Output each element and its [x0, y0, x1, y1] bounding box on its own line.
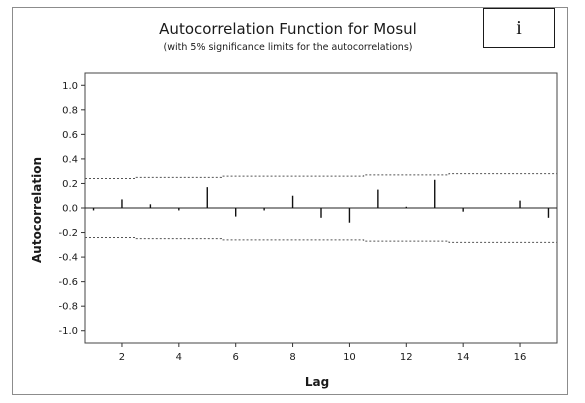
x-tick-label: 12 — [400, 352, 413, 363]
chart-frame — [12, 7, 568, 395]
x-tick-label: 2 — [119, 352, 125, 363]
x-tick-label: 8 — [289, 352, 295, 363]
y-axis-label: Autocorrelation — [30, 157, 44, 263]
x-tick-label: 16 — [514, 352, 527, 363]
x-axis: 2 4 6 8 10 12 14 16 — [119, 343, 527, 363]
acf-bars — [92, 179, 550, 223]
y-tick-label: 0.0 — [62, 204, 78, 215]
chart-subtitle: (with 5% significance limits for the aut… — [164, 42, 413, 53]
y-tick-label: -0.6 — [58, 277, 78, 288]
x-tick-label: 6 — [233, 352, 239, 363]
upper-significance-limit — [85, 173, 557, 180]
y-tick-label: -0.8 — [58, 302, 78, 313]
x-axis-label: Lag — [305, 375, 329, 389]
y-tick-label: -0.4 — [58, 253, 78, 264]
chart-title: Autocorrelation Function for Mosul — [159, 20, 417, 38]
y-tick-label: 1.0 — [62, 81, 78, 92]
y-axis: 1.0 0.8 0.6 0.4 0.2 0.0 -0.2 -0.4 -0.6 -0.8 -1.0 — [58, 81, 85, 337]
panel-label: i — [516, 16, 522, 39]
x-tick-label: 14 — [457, 352, 470, 363]
y-tick-label: -1.0 — [58, 326, 78, 337]
y-tick-label: 0.2 — [62, 179, 78, 190]
y-tick-label: 0.8 — [62, 105, 78, 116]
lower-significance-limit — [85, 236, 557, 243]
x-tick-label: 10 — [343, 352, 356, 363]
panel-label-box: i — [483, 8, 555, 48]
y-tick-label: -0.2 — [58, 228, 78, 239]
x-tick-label: 4 — [176, 352, 182, 363]
y-tick-label: 0.4 — [62, 154, 78, 165]
y-tick-label: 0.6 — [62, 130, 78, 141]
